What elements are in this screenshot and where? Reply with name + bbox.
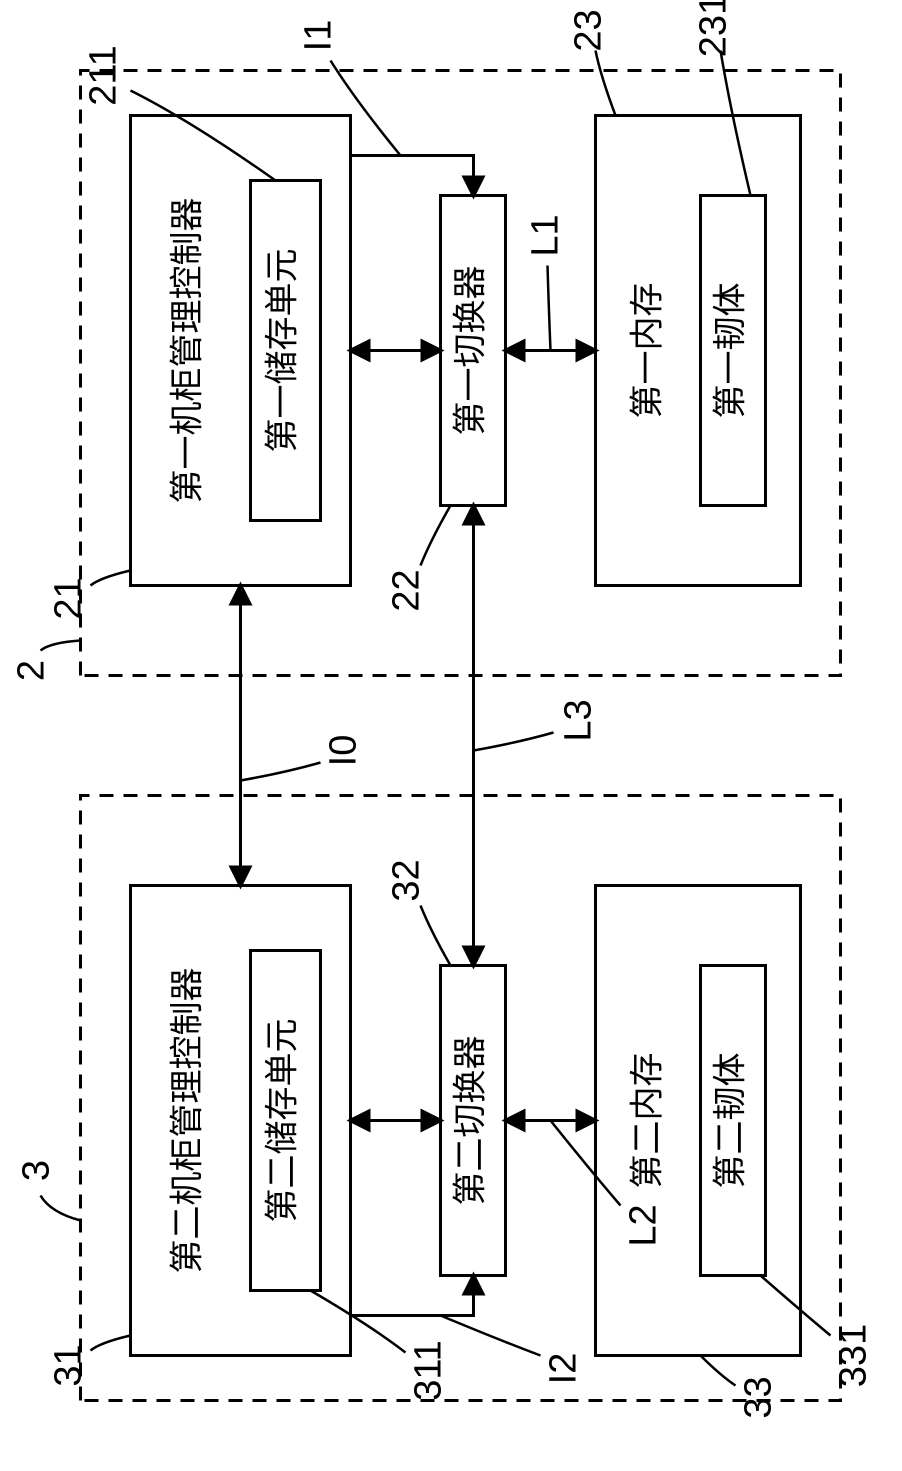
leader-311 xyxy=(311,1291,406,1353)
conn-I2 xyxy=(351,1276,474,1316)
leader-2 xyxy=(41,641,81,651)
ref-I1: I1 xyxy=(298,20,340,52)
memory-right-box xyxy=(596,116,801,586)
leader-231 xyxy=(721,51,751,196)
storage-left-label: 第二储存单元 xyxy=(263,1019,301,1223)
ref-L3: L3 xyxy=(558,699,600,741)
firmware-left-label: 第二韧体 xyxy=(711,1053,749,1189)
leader-211 xyxy=(131,91,276,181)
leader-32 xyxy=(421,906,451,966)
ref-32: 32 xyxy=(386,859,428,901)
leader-3 xyxy=(41,1196,81,1221)
controller-left-label: 第二机柜管理控制器 xyxy=(168,968,206,1274)
switcher-left-label: 第二切换器 xyxy=(451,1036,489,1206)
diagram-svg: 第二机柜管理控制器 第二储存单元 第二切换器 第二内存 第二韧体 第一机柜管理控… xyxy=(1,0,902,1471)
ref-I0: I0 xyxy=(323,735,365,767)
memory-right-label: 第一内存 xyxy=(628,283,666,419)
firmware-right-label: 第一韧体 xyxy=(711,283,749,419)
ref-I2: I2 xyxy=(543,1353,585,1385)
controller-left-box xyxy=(131,886,351,1356)
leader-21 xyxy=(91,571,131,586)
ref-3: 3 xyxy=(16,1160,58,1181)
leader-31 xyxy=(91,1336,131,1351)
leader-I1 xyxy=(331,61,401,156)
controller-right-box xyxy=(131,116,351,586)
ref-31: 31 xyxy=(48,1344,90,1386)
ref-L2: L2 xyxy=(623,1204,665,1246)
leader-I2 xyxy=(441,1316,541,1356)
switcher-right-label: 第一切换器 xyxy=(451,266,489,436)
ref-211: 211 xyxy=(83,45,125,106)
ref-33: 33 xyxy=(738,1376,780,1418)
ref-231: 231 xyxy=(693,0,735,57)
controller-right-label: 第一机柜管理控制器 xyxy=(168,198,206,504)
leader-33 xyxy=(701,1356,736,1386)
ref-22: 22 xyxy=(386,569,428,611)
ref-L1: L1 xyxy=(525,214,567,256)
ref-331: 331 xyxy=(833,1324,875,1387)
diagram-root: 第二机柜管理控制器 第二储存单元 第二切换器 第二内存 第二韧体 第一机柜管理控… xyxy=(1,0,902,1471)
leader-23 xyxy=(596,51,616,116)
memory-left-label: 第二内存 xyxy=(628,1053,666,1189)
ref-2: 2 xyxy=(11,660,53,681)
conn-I1 xyxy=(351,156,474,196)
storage-right-label: 第一储存单元 xyxy=(263,249,301,453)
ref-21: 21 xyxy=(48,577,90,619)
leader-22 xyxy=(421,506,451,566)
leader-L2 xyxy=(551,1121,621,1206)
leader-331 xyxy=(761,1276,831,1336)
leader-I0 xyxy=(241,763,321,781)
ref-23: 23 xyxy=(568,9,610,51)
ref-311: 311 xyxy=(408,1340,450,1401)
leader-L3 xyxy=(474,733,554,751)
leader-L1 xyxy=(548,266,551,351)
